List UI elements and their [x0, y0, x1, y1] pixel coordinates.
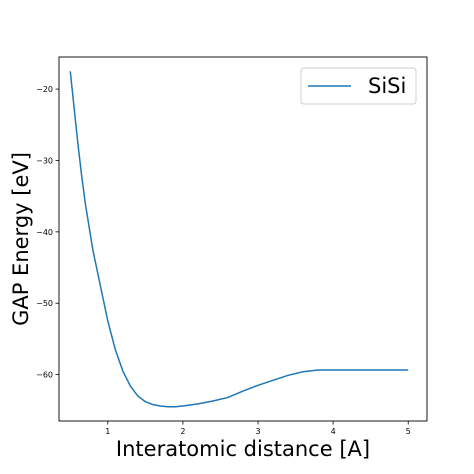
x-tick-label: 5 — [406, 427, 411, 436]
legend: SiSi — [300, 67, 417, 105]
y-axis-label: GAP Energy [eV] — [9, 152, 33, 326]
plot-frame — [58, 56, 428, 422]
legend-label-sisi: SiSi — [368, 74, 406, 98]
y-tick-label: −30 — [36, 156, 53, 165]
y-tick-label: −40 — [36, 228, 53, 237]
x-tick-label: 4 — [331, 427, 336, 436]
ticks-layer: 1 2 3 4 5 −20 −30 −40 −50 −60 — [36, 85, 411, 436]
plot-layer — [69, 71, 409, 408]
legend-box — [300, 67, 417, 105]
y-tick-label: −20 — [36, 85, 53, 94]
y-tick-label: −50 — [36, 299, 53, 308]
x-tick-label: 2 — [180, 427, 185, 436]
x-tick-label: 3 — [255, 427, 260, 436]
series-line-sisi — [69, 71, 409, 408]
x-axis-label: Interatomic distance [A] — [116, 437, 370, 461]
x-tick-label: 1 — [105, 427, 110, 436]
y-tick-label: −60 — [36, 371, 53, 380]
